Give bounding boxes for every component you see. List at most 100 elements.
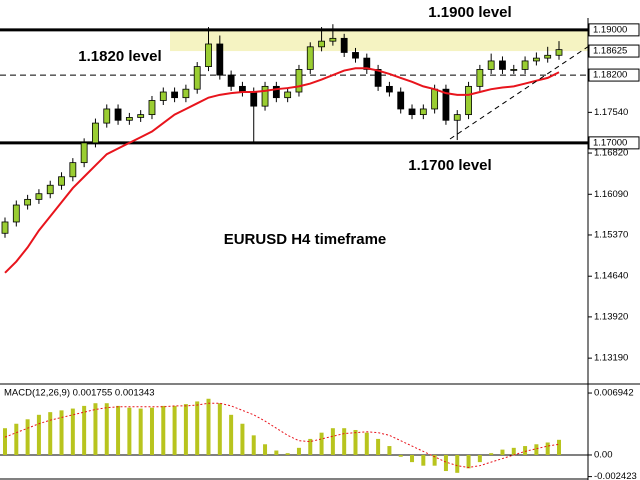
trend-line [449, 43, 593, 140]
candle-body [510, 69, 518, 71]
histogram-bar [149, 407, 154, 455]
candle-body [261, 85, 269, 107]
y-tick-label: 1.17540 [594, 107, 628, 118]
histogram-bar [70, 408, 75, 455]
candle-body [555, 49, 563, 56]
histogram-bar [48, 412, 53, 455]
level-annotation: 1.1700 level [408, 157, 491, 174]
histogram-bar [364, 432, 369, 455]
histogram-bar [240, 423, 245, 455]
y-tick-label: 1.16820 [594, 148, 628, 159]
candle-body [103, 108, 111, 124]
level-axis-label: 1.17000 [593, 137, 627, 148]
candle-body [397, 91, 405, 110]
candle-body [1, 221, 9, 234]
candle-body [532, 57, 540, 62]
candle-body [137, 114, 145, 118]
y-tick-label: 1.13920 [594, 311, 628, 322]
candle-body [408, 108, 416, 116]
candle-body [363, 57, 371, 70]
histogram-bar [195, 401, 200, 455]
histogram-bar [511, 447, 516, 455]
histogram-bar [387, 446, 392, 455]
histogram-bar [274, 450, 279, 455]
macd-pane: 0.006942 0.00 -0.002423 MACD(12,26,9) 0.001… [0, 388, 637, 480]
candle-body [148, 100, 156, 116]
histogram-bar [172, 405, 177, 455]
candle-body [465, 85, 472, 116]
level-label-box [588, 68, 640, 82]
candle-body [419, 108, 427, 116]
candle-body [306, 46, 314, 70]
histogram-bar [489, 453, 494, 455]
histogram-bar [296, 447, 301, 455]
candle-body [193, 66, 201, 90]
candle-body [227, 74, 235, 87]
histogram-bar [319, 432, 324, 455]
histogram-bar [183, 404, 188, 455]
histogram-bar [104, 403, 109, 455]
histogram-bar [251, 435, 256, 455]
histogram-bar [376, 438, 381, 455]
histogram-bar [523, 446, 528, 455]
histogram-bar [353, 429, 358, 455]
candle-body [182, 88, 190, 99]
candle-body [24, 198, 32, 206]
histogram-bar [93, 403, 98, 455]
y-tick-label: 1.14640 [594, 271, 628, 282]
level-label-box [588, 136, 640, 150]
histogram-bar [443, 454, 448, 472]
candle-body [318, 40, 325, 48]
histogram-bar [432, 454, 437, 466]
histogram-bar [421, 454, 426, 466]
resistance-zone [170, 29, 588, 52]
current-price-box [588, 44, 640, 58]
candle-body [12, 204, 20, 223]
histogram-bar [3, 428, 7, 455]
histogram-bar [545, 442, 550, 455]
y-tick-label: 0.00 [594, 449, 613, 460]
candle-body [35, 193, 43, 200]
candle-body [329, 37, 337, 42]
candle-body [442, 88, 450, 121]
histogram-bar [330, 428, 335, 455]
candle-body [487, 60, 495, 70]
candle-body [340, 37, 348, 53]
histogram-bar [59, 410, 64, 455]
indicator-title: MACD(12,26,9) 0.001755 0.001343 [4, 388, 155, 399]
histogram-bar [477, 454, 482, 463]
candle-body [80, 142, 88, 164]
candle-body [521, 60, 529, 70]
histogram-bar [138, 408, 143, 455]
histogram-bar [217, 403, 222, 455]
level-annotation: 1.1820 level [78, 48, 161, 65]
price-pane: 1.17540 1.16820 1.16090 1.15370 1.14640 1.139… [0, 4, 640, 364]
histogram-bar [206, 398, 211, 455]
candle-body [216, 43, 224, 76]
y-tick-label: -0.002423 [594, 471, 637, 480]
candle-body [272, 85, 280, 99]
candle-body [544, 54, 552, 59]
signal-line [4, 402, 560, 468]
histogram-bar [500, 449, 505, 455]
candle-body [205, 43, 212, 67]
y-tick-label: 1.16090 [594, 189, 628, 200]
level-label-box [588, 23, 640, 37]
histogram-bar [14, 423, 19, 455]
histogram-bar [308, 438, 313, 455]
histogram-bar [285, 453, 290, 455]
histogram-bar [36, 414, 41, 455]
candle-body [69, 162, 77, 178]
histogram-bar [466, 454, 471, 469]
histogram-bar [398, 454, 403, 457]
histogram-bar [116, 405, 121, 455]
histogram-bar [229, 414, 234, 455]
histogram-bar [455, 454, 460, 473]
candle-body [114, 108, 122, 121]
y-tick-label: 1.15370 [594, 229, 628, 240]
candle-body [431, 88, 439, 110]
candle-body [58, 176, 65, 186]
histogram-bar [263, 444, 268, 455]
histogram-bar [342, 428, 347, 455]
